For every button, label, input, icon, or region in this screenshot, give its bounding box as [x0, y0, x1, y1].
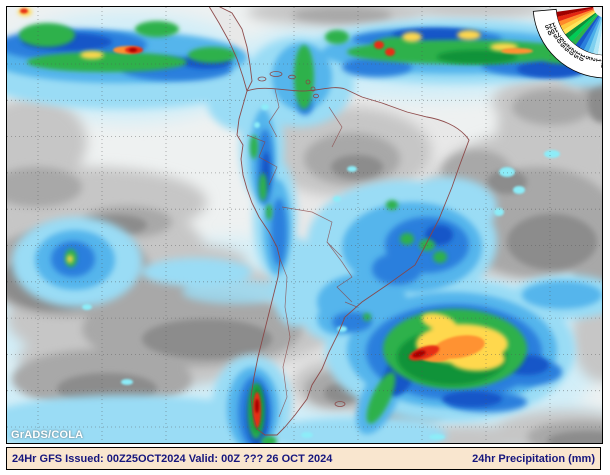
svg-text:5: 5 — [583, 55, 591, 61]
svg-text:100: 100 — [546, 25, 559, 36]
credit-label: GrADS/COLA — [11, 429, 84, 441]
svg-text:35: 35 — [558, 39, 568, 49]
units-text: 24hr Precipitation (mm) — [472, 452, 595, 465]
svg-text:10: 10 — [577, 52, 587, 62]
status-bar: 24Hr GFS Issued: 00Z25OCT2024 Valid: 00Z… — [6, 447, 601, 470]
svg-text:125: 125 — [544, 20, 557, 30]
svg-text:50: 50 — [555, 35, 565, 45]
map-frame: 0.2 1 2 5 10 15 20 25 35 50 75 100 125 GrADS/COLA — [6, 6, 603, 444]
svg-text:0.2: 0.2 — [599, 59, 602, 69]
svg-text:25: 25 — [562, 43, 572, 53]
latlon-grid — [7, 7, 602, 443]
cyan-spots — [82, 104, 560, 440]
svg-text:20: 20 — [567, 46, 577, 56]
coastline-borders — [208, 7, 470, 436]
svg-text:75: 75 — [552, 30, 562, 40]
svg-text:1: 1 — [594, 58, 602, 63]
issued-valid-text: 24Hr GFS Issued: 00Z25OCT2024 Valid: 00Z… — [12, 452, 333, 465]
svg-text:2: 2 — [589, 56, 597, 62]
svg-text:15: 15 — [571, 50, 581, 60]
